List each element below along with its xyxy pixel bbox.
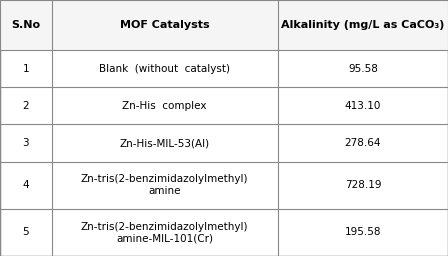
- Text: 3: 3: [22, 138, 29, 148]
- Text: Blank  (without  catalyst): Blank (without catalyst): [99, 64, 230, 74]
- Text: 195.58: 195.58: [345, 227, 381, 237]
- Text: 728.19: 728.19: [345, 180, 381, 190]
- Text: S.No: S.No: [11, 20, 40, 30]
- Text: 1: 1: [22, 64, 29, 74]
- Text: 95.58: 95.58: [348, 64, 378, 74]
- Text: Zn-tris(2-benzimidazolylmethyl)
amine-MIL-101(Cr): Zn-tris(2-benzimidazolylmethyl) amine-MI…: [81, 222, 248, 243]
- Text: MOF Catalysts: MOF Catalysts: [120, 20, 210, 30]
- Text: 4: 4: [22, 180, 29, 190]
- Text: Zn-His  complex: Zn-His complex: [122, 101, 207, 111]
- Text: 5: 5: [22, 227, 29, 237]
- Text: Zn-His-MIL-53(Al): Zn-His-MIL-53(Al): [120, 138, 210, 148]
- Text: 2: 2: [22, 101, 29, 111]
- Text: Alkalinity (mg/L as CaCO₃): Alkalinity (mg/L as CaCO₃): [281, 20, 444, 30]
- Text: 413.10: 413.10: [345, 101, 381, 111]
- Text: 278.64: 278.64: [345, 138, 381, 148]
- Bar: [0, 0, 448, 50]
- Text: Zn-tris(2-benzimidazolylmethyl)
amine: Zn-tris(2-benzimidazolylmethyl) amine: [81, 174, 248, 196]
